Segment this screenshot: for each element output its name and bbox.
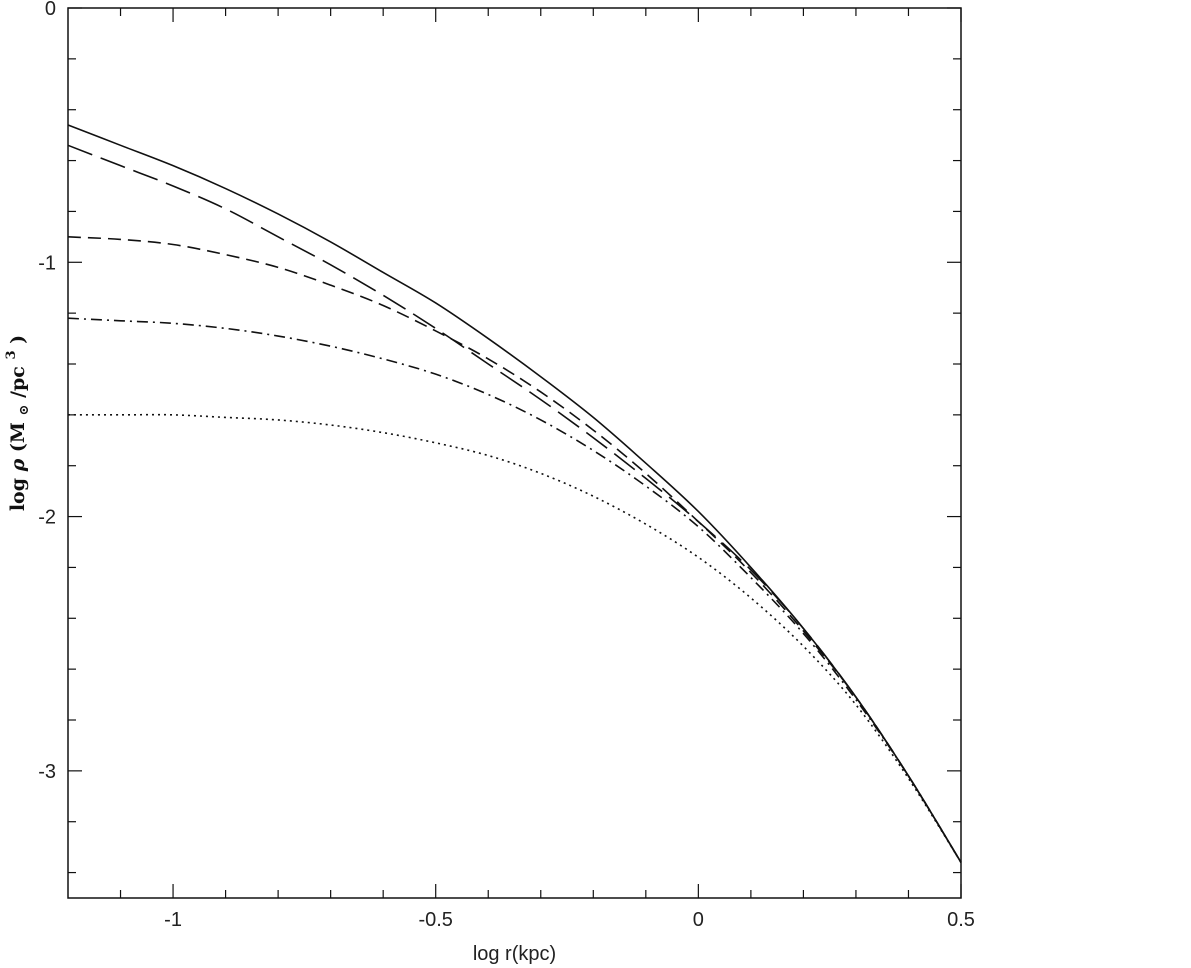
curve-solid [67,124,962,863]
axis-ticks [68,7,962,898]
y-tick-label: -3 [38,761,56,783]
tick-labels: -1 -0.5 0 0.5 0 -1 -2 -3 [38,0,975,931]
x-axis-title: log r(kpc) [473,943,556,965]
y-axis-title-unit-sup: 3 [4,350,19,359]
y-axis-title-symbol: ρ [7,458,29,472]
y-axis-title-unit-open: (M [7,422,29,452]
x-tick-label: 0 [693,909,704,931]
curve-dot [68,413,962,863]
plot-frame [67,7,962,899]
curves [67,124,962,863]
y-tick-label: -1 [38,252,56,274]
y-axis-title-unit-mid: /pc [7,366,29,398]
curve-long-dash [67,144,962,863]
y-axis-title: log ρ (M ⊙ /pc 3 ) [0,335,33,511]
y-axis-title-unit-close: ) [7,335,29,344]
y-axis-title-prefix: log [7,471,29,511]
curve-dash-dot [67,317,962,863]
curve-dash [67,236,962,863]
x-tick-label: 0.5 [947,909,975,931]
y-tick-label: -2 [38,507,56,529]
x-tick-label: -1 [164,909,182,931]
y-axis-title-unit-sub: ⊙ [17,405,32,416]
y-tick-label: 0 [45,0,56,20]
x-tick-label: -0.5 [418,909,452,931]
